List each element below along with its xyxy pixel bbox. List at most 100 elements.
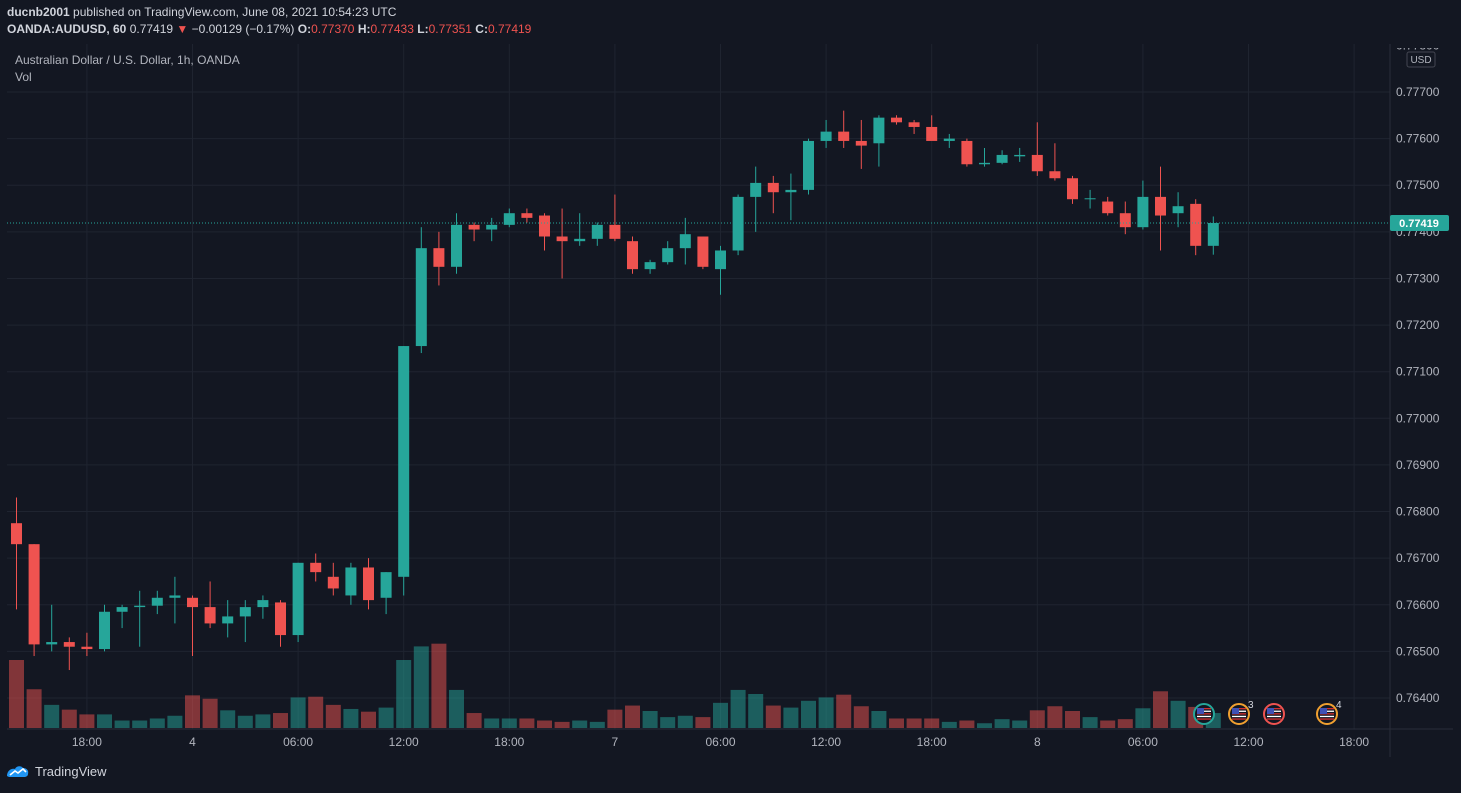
author-name[interactable]: ducnb2001 — [7, 5, 70, 19]
candle[interactable] — [785, 173, 797, 221]
candle[interactable] — [750, 166, 762, 232]
candle[interactable] — [926, 115, 938, 141]
volume-bar — [941, 721, 957, 728]
candle[interactable] — [486, 217, 498, 242]
candle[interactable] — [961, 138, 973, 167]
candle[interactable] — [116, 604, 128, 629]
candle[interactable] — [398, 346, 410, 596]
candle[interactable] — [275, 600, 286, 647]
time-axis[interactable]: 18:00 4 06:00 12:00 18:00 7 06:00 12:00 18:00 8 06… — [72, 735, 1370, 749]
candle[interactable] — [503, 208, 515, 228]
candle[interactable] — [345, 562, 357, 605]
candle[interactable] — [820, 119, 832, 148]
candle[interactable] — [574, 213, 586, 246]
candle[interactable] — [1102, 196, 1114, 216]
symbol-label: OANDA:AUDUSD, 60 — [7, 22, 127, 36]
candle[interactable] — [363, 558, 374, 610]
us-flag-icon[interactable] — [1193, 703, 1215, 725]
us-flag-icon[interactable] — [1263, 703, 1285, 725]
candle[interactable] — [1172, 192, 1184, 228]
volume-bar — [607, 709, 623, 728]
candle[interactable] — [292, 562, 304, 643]
candle[interactable] — [380, 572, 392, 615]
volume-bar — [1153, 691, 1168, 728]
candle[interactable] — [1137, 180, 1149, 230]
volume-bar — [589, 721, 605, 728]
candle[interactable] — [1119, 201, 1131, 235]
volume-label: Vol — [15, 70, 32, 84]
candle[interactable] — [204, 581, 216, 629]
candle[interactable] — [679, 217, 691, 265]
us-flag-icon[interactable]: 4 — [1316, 700, 1342, 725]
volume-bar — [554, 721, 570, 728]
volume-bar — [801, 700, 816, 728]
candle[interactable] — [169, 576, 181, 624]
candle-body — [943, 138, 955, 141]
candle[interactable] — [556, 208, 568, 279]
candle[interactable] — [1049, 143, 1061, 181]
candle[interactable] — [451, 213, 462, 274]
candle[interactable] — [327, 562, 339, 596]
candle[interactable] — [803, 138, 814, 195]
candle[interactable] — [855, 119, 867, 169]
candle[interactable] — [644, 259, 656, 274]
candle[interactable] — [222, 600, 234, 638]
candle[interactable] — [873, 115, 885, 167]
candle[interactable] — [46, 604, 58, 652]
candle[interactable] — [81, 632, 93, 657]
candle[interactable] — [1014, 147, 1026, 162]
candle-body — [11, 523, 22, 545]
candle[interactable] — [891, 115, 902, 125]
candle[interactable] — [979, 147, 990, 167]
candle[interactable] — [11, 497, 22, 610]
volume-bar — [677, 715, 693, 728]
candle[interactable] — [310, 553, 322, 582]
candle[interactable] — [99, 604, 110, 652]
candle[interactable] — [239, 600, 251, 643]
volume-bar — [660, 717, 676, 728]
candle[interactable] — [943, 133, 955, 148]
candle[interactable] — [996, 150, 1008, 165]
candle[interactable] — [591, 222, 603, 246]
candle[interactable] — [1084, 189, 1096, 209]
candle[interactable] — [767, 175, 779, 214]
candle[interactable] — [521, 208, 533, 223]
candle-body — [767, 182, 779, 193]
footer[interactable]: TradingView — [6, 764, 107, 779]
candle[interactable] — [1067, 175, 1078, 204]
candle[interactable] — [732, 194, 744, 256]
candle[interactable] — [415, 227, 427, 354]
candle[interactable] — [627, 236, 638, 274]
price-tick: 0.77700 — [1396, 85, 1440, 99]
candle-body — [750, 182, 762, 197]
candle[interactable] — [257, 595, 269, 619]
candle[interactable] — [151, 590, 163, 615]
volume-bar — [924, 718, 940, 728]
candle[interactable] — [838, 110, 850, 148]
candlestick-chart[interactable]: 0.777000.776000.775000.774000.773000.772… — [7, 38, 1453, 757]
candle[interactable] — [1155, 166, 1166, 251]
candle[interactable] — [433, 231, 445, 286]
candle[interactable] — [908, 119, 920, 134]
currency-badge[interactable]: USD — [1406, 51, 1436, 68]
candle[interactable] — [715, 245, 726, 295]
volume-bar — [625, 705, 640, 728]
chart-area[interactable]: 0.77700 0.77600 0.77500 0.77400 0.77300 0.772… — [7, 38, 1453, 757]
candle[interactable] — [1190, 199, 1202, 256]
candle[interactable] — [1031, 122, 1043, 176]
candle[interactable] — [609, 194, 621, 242]
candle[interactable] — [468, 222, 480, 242]
candle[interactable] — [134, 590, 146, 647]
candle[interactable] — [539, 213, 550, 251]
candle[interactable] — [662, 241, 674, 265]
volume-bars — [9, 643, 1221, 728]
volume-bar — [273, 713, 288, 728]
candle-body — [415, 248, 427, 347]
time-tick: 4 — [189, 735, 196, 749]
candle[interactable] — [697, 236, 709, 270]
price-axis[interactable]: 0.777000.776000.775000.774000.773000.772… — [1391, 38, 1453, 705]
candle[interactable] — [28, 544, 40, 657]
candle[interactable] — [63, 637, 75, 671]
candle[interactable] — [187, 595, 198, 657]
us-flag-icon[interactable]: 3 — [1228, 700, 1254, 725]
